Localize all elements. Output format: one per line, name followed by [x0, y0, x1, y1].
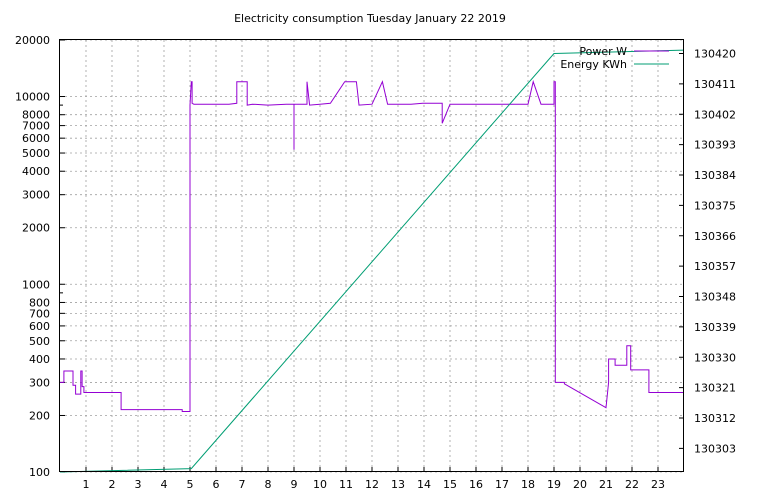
- x-tick-label: 16: [469, 478, 483, 491]
- y2-tick-label: 130384: [694, 169, 736, 182]
- x-tick-label: 23: [651, 478, 665, 491]
- series-line-power-w: [60, 79, 684, 412]
- y2-tick-label: 130402: [694, 108, 736, 121]
- y2-tick-label: 130366: [694, 230, 736, 243]
- y-tick-label: 2000: [22, 222, 50, 235]
- chart-title: Electricity consumption Tuesday January …: [234, 12, 506, 25]
- x-tick-label: 17: [495, 478, 509, 491]
- y-tick-label: 3000: [22, 189, 50, 202]
- y2-tick-label: 130375: [694, 199, 736, 212]
- legend-label: Power W: [579, 45, 627, 58]
- y-tick-label: 300: [29, 376, 50, 389]
- x-tick-label: 8: [265, 478, 272, 491]
- y-tick-label: 100: [29, 466, 50, 479]
- y-tick-label: 4000: [22, 165, 50, 178]
- x-tick-label: 2: [109, 478, 116, 491]
- x-tick-label: 12: [365, 478, 379, 491]
- x-tick-label: 15: [443, 478, 457, 491]
- plot-frame: [59, 39, 684, 472]
- legend-label: Energy KWh: [560, 58, 627, 71]
- y-tick-label: 5000: [22, 147, 50, 160]
- y-axis-right: 130303 130312 130321 130330 130339 130348 1303…: [679, 48, 736, 455]
- y-tick-label: 600: [29, 320, 50, 333]
- y2-tick-label: 130312: [694, 412, 736, 425]
- x-tick-label: 10: [313, 478, 327, 491]
- y-tick-label: 8000: [22, 109, 50, 122]
- grid-lines: [60, 39, 684, 473]
- x-tick-label: 19: [547, 478, 561, 491]
- y2-tick-label: 130339: [694, 321, 736, 334]
- y-tick-label: 6000: [22, 132, 50, 145]
- x-tick-label: 11: [339, 478, 353, 491]
- y2-tick-label: 130303: [694, 442, 736, 455]
- y-tick-label: 10000: [15, 91, 50, 104]
- x-tick-label: 14: [417, 478, 431, 491]
- x-tick-label: 4: [161, 478, 168, 491]
- y-tick-label: 1000: [22, 278, 50, 291]
- y2-tick-label: 130411: [694, 78, 736, 91]
- x-tick-label: 6: [213, 478, 220, 491]
- x-tick-label: 13: [391, 478, 405, 491]
- y2-tick-label: 130321: [694, 382, 736, 395]
- y-tick-label: 20000: [15, 34, 50, 47]
- x-tick-label: 18: [521, 478, 535, 491]
- x-tick-label: 3: [135, 478, 142, 491]
- y2-tick-label: 130357: [694, 260, 736, 273]
- y-tick-label: 800: [29, 296, 50, 309]
- y-tick-label: 700: [29, 307, 50, 320]
- y2-tick-label: 130393: [694, 139, 736, 152]
- x-tick-label: 22: [625, 478, 639, 491]
- x-tick-label: 9: [291, 478, 298, 491]
- y-tick-label: 500: [29, 335, 50, 348]
- y-tick-label: 7000: [22, 120, 50, 133]
- series-line-energy-kwh: [59, 49, 685, 473]
- x-tick-label: 7: [239, 478, 246, 491]
- x-axis: 1 2 3 4 5 6 7 8 9 10 11 12 13 14 15 16 17 18 19 20 21 22 23: [83, 467, 665, 491]
- y2-tick-label: 130420: [694, 48, 736, 61]
- x-tick-label: 20: [573, 478, 587, 491]
- y-tick-label: 200: [29, 409, 50, 422]
- x-tick-label: 21: [599, 478, 613, 491]
- y-tick-label: 400: [29, 353, 50, 366]
- y2-tick-label: 130348: [694, 291, 736, 304]
- y2-tick-label: 130330: [694, 351, 736, 364]
- x-tick-label: 5: [187, 478, 194, 491]
- series-group: [59, 49, 685, 473]
- x-tick-label: 1: [83, 478, 90, 491]
